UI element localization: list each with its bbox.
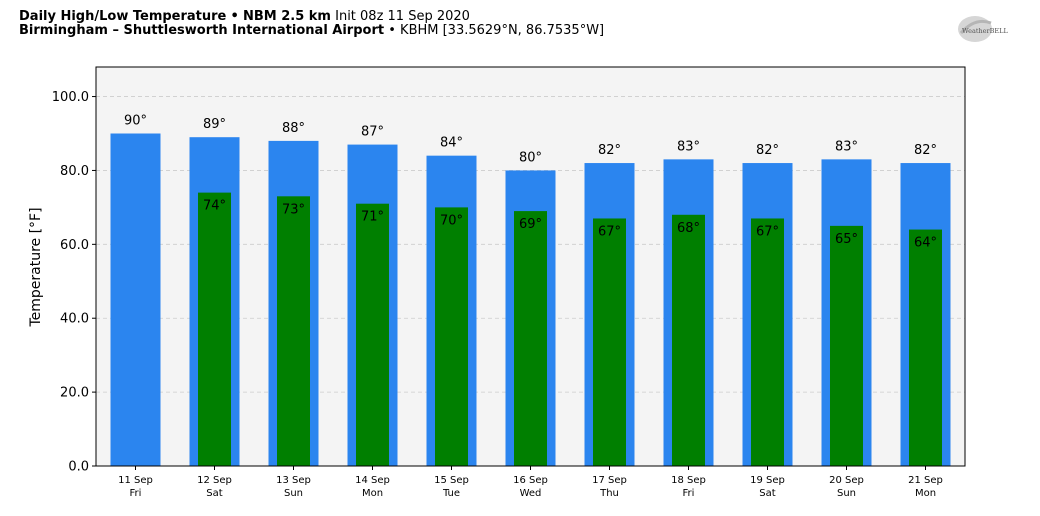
y-tick-label: 0.0: [68, 460, 89, 475]
x-tick-date: 15 Sep: [434, 475, 469, 486]
init-time: Init 08z 11 Sep 2020: [335, 9, 470, 24]
x-tick-date: 20 Sep: [829, 475, 864, 486]
station-coordinates: KBHM [33.5629°N, 86.7535°W]: [400, 23, 605, 38]
low-temp-bar: [435, 207, 468, 466]
x-tick-date: 12 Sep: [197, 475, 232, 486]
low-temp-bar: [356, 203, 389, 466]
high-temp-label: 80°: [519, 150, 542, 165]
x-tick-date: 13 Sep: [276, 475, 311, 486]
low-temp-bar: [593, 218, 626, 466]
x-tick-date: 17 Sep: [592, 475, 627, 486]
x-tick-day: Sun: [837, 488, 856, 499]
low-temp-label: 67°: [598, 224, 621, 239]
y-axis-label: Temperature [°F]: [28, 207, 44, 327]
high-temp-label: 83°: [677, 139, 700, 154]
high-temp-label: 84°: [440, 136, 463, 151]
bars: [110, 133, 951, 467]
low-temp-label: 67°: [756, 224, 779, 239]
chart-subtitle-line: Birmingham – Shuttlesworth International…: [19, 23, 604, 38]
high-temp-label: 82°: [756, 143, 779, 158]
high-temp-label: 88°: [282, 121, 305, 136]
low-temp-bar: [830, 225, 863, 466]
high-temp-label: 83°: [835, 139, 858, 154]
x-tick-day: Sun: [284, 488, 303, 499]
low-temp-bar: [672, 214, 705, 466]
x-tick-day: Fri: [683, 488, 695, 499]
data-labels: 90° 89° 88° 87° 84° 80° 82° 83° 82° 83° 82° 74° 73° 7…: [124, 114, 937, 251]
low-temp-label: 70°: [440, 213, 463, 228]
x-tick-day: Wed: [520, 488, 542, 499]
low-temp-bar: [277, 196, 310, 467]
title-separator: •: [230, 9, 239, 24]
low-temp-bar: [514, 211, 547, 466]
low-temp-bar: [909, 229, 942, 466]
x-tick-date: 16 Sep: [513, 475, 548, 486]
x-tick-day: Mon: [915, 488, 936, 499]
low-temp-label: 68°: [677, 221, 700, 236]
y-tick-label: 80.0: [60, 164, 89, 179]
y-tick-label: 40.0: [60, 312, 89, 327]
high-temp-bar: [110, 133, 161, 466]
x-tick-date: 14 Sep: [355, 475, 390, 486]
location-separator: •: [388, 23, 396, 38]
y-axis: 0.0 20.0 40.0 60.0 80.0 100.0: [52, 90, 96, 475]
x-tick-day: Sat: [759, 488, 775, 499]
x-tick-day: Tue: [442, 488, 460, 499]
x-tick-day: Sat: [206, 488, 222, 499]
x-tick-date: 21 Sep: [908, 475, 943, 486]
model-name: NBM 2.5 km: [242, 9, 331, 24]
y-tick-label: 20.0: [60, 386, 89, 401]
low-temp-bar: [198, 192, 231, 466]
y-tick-label: 100.0: [52, 90, 89, 105]
x-tick-day: Thu: [599, 488, 619, 499]
x-tick-day: Fri: [130, 488, 142, 499]
high-temp-label: 87°: [361, 125, 384, 140]
high-temp-label: 82°: [598, 143, 621, 158]
weatherbell-logo: WeatherBELL: [958, 16, 1008, 42]
low-temp-label: 65°: [835, 232, 858, 247]
low-temp-bar: [751, 218, 784, 466]
y-tick-label: 60.0: [60, 238, 89, 253]
high-temp-label: 90°: [124, 114, 147, 129]
logo-text: WeatherBELL: [962, 27, 1008, 35]
low-temp-label: 71°: [361, 210, 384, 225]
x-tick-date: 18 Sep: [671, 475, 706, 486]
x-axis: 11 Sep Fri 12 Sep Sat 13 Sep Sun 14 Sep Mon 15 S…: [118, 466, 943, 499]
x-tick-date: 11 Sep: [118, 475, 153, 486]
low-temp-label: 73°: [282, 202, 305, 217]
location-name: Birmingham – Shuttlesworth International…: [19, 23, 385, 38]
chart-title: Daily High/Low Temperature: [19, 9, 227, 24]
low-temp-label: 69°: [519, 217, 542, 232]
chart-title-line: Daily High/Low Temperature • NBM 2.5 km …: [19, 9, 470, 24]
x-tick-date: 19 Sep: [750, 475, 785, 486]
high-temp-label: 82°: [914, 143, 937, 158]
high-temp-label: 89°: [203, 117, 226, 132]
x-tick-day: Mon: [362, 488, 383, 499]
low-temp-label: 64°: [914, 236, 937, 251]
low-temp-label: 74°: [203, 199, 226, 214]
